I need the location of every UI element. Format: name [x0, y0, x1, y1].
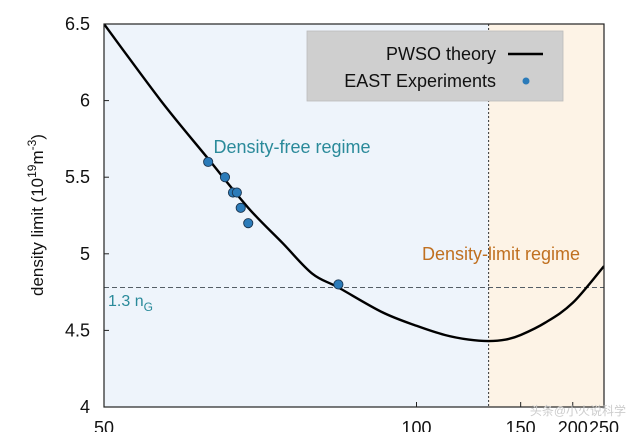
y-axis-title-mid: m	[28, 150, 47, 164]
experiment-point	[231, 187, 242, 198]
experiment-points	[203, 156, 344, 290]
x-axis-ticks: 50 100 150 200 250	[94, 402, 619, 432]
y-tick-label: 5.5	[65, 167, 90, 187]
y-axis-title: density limit (1019m-3)	[25, 134, 47, 296]
x-tick-label: 250	[589, 418, 619, 432]
experiment-point	[243, 218, 254, 229]
y-axis-title-end: )	[28, 134, 47, 140]
greenwald-fraction-label: 1.3 nG	[108, 293, 153, 314]
y-axis-title-main: density limit (10	[28, 178, 47, 296]
y-axis-title-exp1: 19	[25, 164, 39, 178]
x-tick-label: 200	[558, 418, 588, 432]
watermark: 头条@小火说科学	[530, 403, 626, 418]
experiment-point	[203, 156, 214, 167]
greenwald-fraction-label-sub: G	[144, 300, 153, 314]
legend-theory-label: PWSO theory	[386, 44, 496, 64]
greenwald-fraction-label-main: 1.3 n	[108, 293, 144, 310]
y-tick-label: 6	[80, 91, 90, 111]
density-limit-regime-label: Density-limit regime	[422, 244, 580, 264]
y-axis-title-exp2: -3	[25, 139, 39, 150]
experiment-point	[219, 172, 231, 183]
y-tick-label: 4	[80, 397, 90, 417]
legend-experiment-swatch	[522, 77, 530, 85]
x-tick-label: 100	[401, 418, 431, 432]
x-tick-label: 50	[94, 418, 114, 432]
legend-experiment-label: EAST Experiments	[344, 71, 496, 91]
density-free-regime-label: Density-free regime	[213, 137, 370, 157]
y-axis-ticks: 4 4.5 5 5.5 6 6.5	[65, 14, 109, 417]
x-tick-label: 150	[506, 418, 536, 432]
y-tick-label: 5	[80, 244, 90, 264]
experiment-point	[333, 279, 344, 290]
plot-frame	[103, 23, 605, 408]
y-tick-label: 6.5	[65, 14, 90, 34]
y-tick-label: 4.5	[65, 320, 90, 340]
legend-box	[306, 30, 564, 102]
experiment-point	[235, 202, 246, 213]
legend: PWSO theory EAST Experiments	[306, 30, 564, 102]
